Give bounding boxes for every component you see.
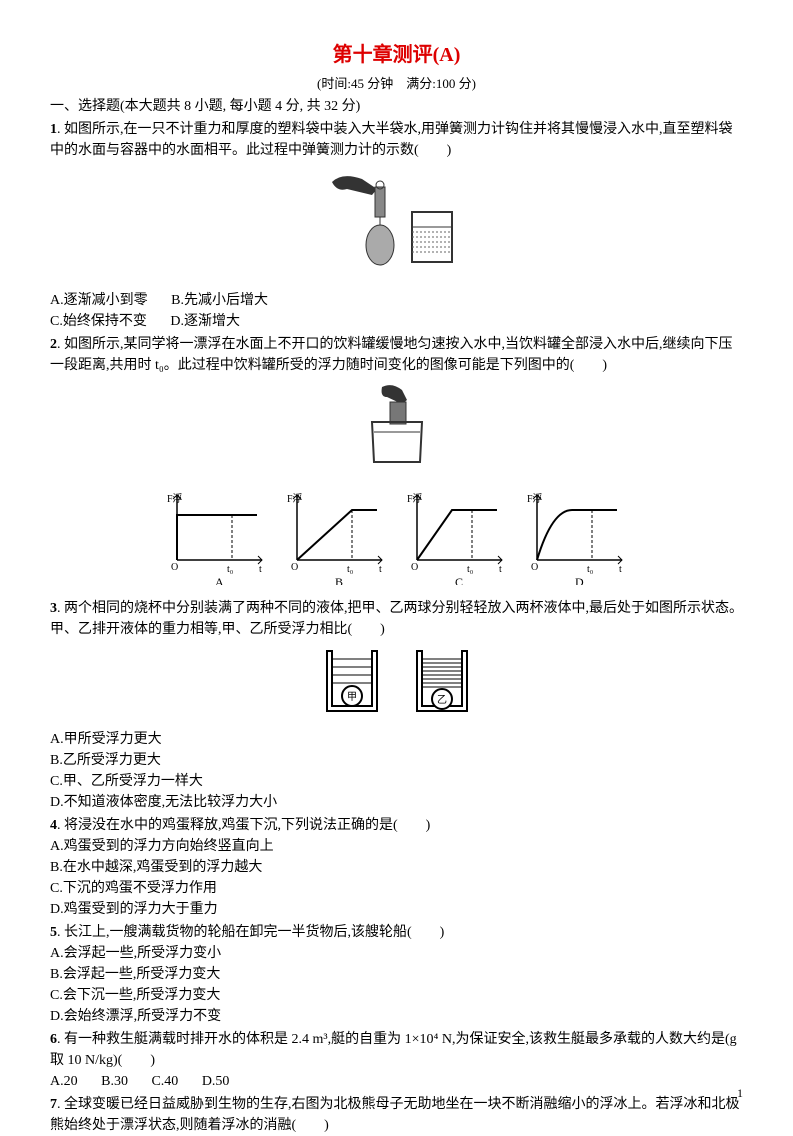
svg-text:O: O bbox=[411, 562, 418, 573]
q4-optA: A.鸡蛋受到的浮力方向始终竖直向上 bbox=[50, 836, 743, 857]
question-2: 2. 如图所示,某同学将一漂浮在水面上不开口的饮料罐缓慢地匀速按入水中,当饮料罐… bbox=[50, 334, 743, 376]
q1-optA: A.逐渐减小到零 bbox=[50, 290, 148, 311]
section-heading: 一、选择题(本大题共 8 小题, 每小题 4 分, 共 32 分) bbox=[50, 96, 743, 117]
svg-text:C: C bbox=[455, 575, 463, 585]
q3-optA: A.甲所受浮力更大 bbox=[50, 729, 743, 750]
q5-optB: B.会浮起一些,所受浮力变大 bbox=[50, 964, 743, 985]
svg-text:B: B bbox=[335, 575, 343, 585]
q5-optD: D.会始终漂浮,所受浮力不变 bbox=[50, 1006, 743, 1027]
q3-text: . 两个相同的烧杯中分别装满了两种不同的液体,把甲、乙两球分别轻轻放入两杯液体中… bbox=[50, 601, 743, 637]
svg-text:F浮: F浮 bbox=[407, 493, 423, 505]
svg-text:F浮: F浮 bbox=[527, 493, 543, 505]
q1-text: . 如图所示,在一只不计重力和厚度的塑料袋中装入大半袋水,用弹簧测力计钩住并将其… bbox=[50, 122, 733, 158]
q6-text: . 有一种救生艇满载时排开水的体积是 2.4 m³,艇的自重为 1×10⁴ N,… bbox=[50, 1032, 737, 1068]
q2-num: 2 bbox=[50, 337, 57, 352]
q6-options: A.20 B.30 C.40 D.50 bbox=[50, 1071, 743, 1092]
q2-graphs: F浮 t O t₀ A F浮 t O t₀ B F浮 bbox=[50, 485, 743, 592]
svg-text:t₀: t₀ bbox=[347, 564, 354, 575]
q6-num: 6 bbox=[50, 1032, 57, 1047]
q3-figure: 甲 乙 bbox=[50, 646, 743, 723]
q5-text: . 长江上,一艘满载货物的轮船在卸完一半货物后,该艘轮船( ) bbox=[57, 925, 444, 940]
question-7: 7. 全球变暖已经日益威胁到生物的生存,右图为北极熊母子无助地坐在一块不断消融缩… bbox=[50, 1094, 743, 1136]
q2-figure-top bbox=[50, 382, 743, 479]
q1-options: A.逐渐减小到零 B.先减小后增大 C.始终保持不变 D.逐渐增大 bbox=[50, 290, 743, 332]
q5-optA: A.会浮起一些,所受浮力变小 bbox=[50, 943, 743, 964]
q6-optD: D.50 bbox=[202, 1071, 230, 1092]
page-title: 第十章测评(A) bbox=[50, 40, 743, 70]
q4-optD: D.鸡蛋受到的浮力大于重力 bbox=[50, 899, 743, 920]
svg-text:t: t bbox=[259, 564, 262, 575]
q1-optC: C.始终保持不变 bbox=[50, 311, 147, 332]
svg-text:O: O bbox=[171, 562, 178, 573]
svg-text:t₀: t₀ bbox=[227, 564, 234, 575]
q6-optC: C.40 bbox=[151, 1071, 178, 1092]
svg-text:F浮: F浮 bbox=[167, 493, 183, 505]
question-6: 6. 有一种救生艇满载时排开水的体积是 2.4 m³,艇的自重为 1×10⁴ N… bbox=[50, 1029, 743, 1071]
q4-optC: C.下沉的鸡蛋不受浮力作用 bbox=[50, 878, 743, 899]
svg-text:乙: 乙 bbox=[437, 694, 447, 706]
q3-optC: C.甲、乙所受浮力一样大 bbox=[50, 771, 743, 792]
q7-num: 7 bbox=[50, 1097, 57, 1112]
q6-optB: B.30 bbox=[101, 1071, 128, 1092]
q3-options: A.甲所受浮力更大 B.乙所受浮力更大 C.甲、乙所受浮力一样大 D.不知道液体… bbox=[50, 729, 743, 813]
q6-optA: A.20 bbox=[50, 1071, 78, 1092]
svg-text:t: t bbox=[619, 564, 622, 575]
svg-text:O: O bbox=[531, 562, 538, 573]
question-4: 4. 将浸没在水中的鸡蛋释放,鸡蛋下沉,下列说法正确的是( ) bbox=[50, 815, 743, 836]
svg-text:t₀: t₀ bbox=[467, 564, 474, 575]
svg-text:A: A bbox=[215, 575, 224, 585]
q3-num: 3 bbox=[50, 601, 57, 616]
q2-text: . 如图所示,某同学将一漂浮在水面上不开口的饮料罐缓慢地匀速按入水中,当饮料罐全… bbox=[50, 337, 733, 373]
q4-options: A.鸡蛋受到的浮力方向始终竖直向上 B.在水中越深,鸡蛋受到的浮力越大 C.下沉… bbox=[50, 836, 743, 920]
question-5: 5. 长江上,一艘满载货物的轮船在卸完一半货物后,该艘轮船( ) bbox=[50, 922, 743, 943]
q1-optD: D.逐渐增大 bbox=[170, 311, 240, 332]
q5-optC: C.会下沉一些,所受浮力变大 bbox=[50, 985, 743, 1006]
question-1: 1. 如图所示,在一只不计重力和厚度的塑料袋中装入大半袋水,用弹簧测力计钩住并将… bbox=[50, 119, 743, 161]
svg-text:D: D bbox=[575, 575, 584, 585]
page-number: 1 bbox=[737, 1084, 743, 1102]
q3-optB: B.乙所受浮力更大 bbox=[50, 750, 743, 771]
q4-num: 4 bbox=[50, 818, 57, 833]
svg-text:t₀: t₀ bbox=[587, 564, 594, 575]
svg-text:t: t bbox=[379, 564, 382, 575]
q7-text: . 全球变暖已经日益威胁到生物的生存,右图为北极熊母子无助地坐在一块不断消融缩小… bbox=[50, 1097, 740, 1133]
svg-text:F浮: F浮 bbox=[287, 493, 303, 505]
q5-options: A.会浮起一些,所受浮力变小 B.会浮起一些,所受浮力变大 C.会下沉一些,所受… bbox=[50, 943, 743, 1027]
q1-optB: B.先减小后增大 bbox=[171, 290, 268, 311]
q3-optD: D.不知道液体密度,无法比较浮力大小 bbox=[50, 792, 743, 813]
q1-num: 1 bbox=[50, 122, 57, 137]
svg-text:甲: 甲 bbox=[347, 692, 357, 703]
q4-text: . 将浸没在水中的鸡蛋释放,鸡蛋下沉,下列说法正确的是( ) bbox=[57, 818, 430, 833]
svg-text:O: O bbox=[291, 562, 298, 573]
svg-text:t: t bbox=[499, 564, 502, 575]
q4-optB: B.在水中越深,鸡蛋受到的浮力越大 bbox=[50, 857, 743, 878]
page-subtitle: (时间:45 分钟 满分:100 分) bbox=[50, 74, 743, 94]
question-3: 3. 两个相同的烧杯中分别装满了两种不同的液体,把甲、乙两球分别轻轻放入两杯液体… bbox=[50, 598, 743, 640]
q5-num: 5 bbox=[50, 925, 57, 940]
q1-figure bbox=[50, 167, 743, 284]
